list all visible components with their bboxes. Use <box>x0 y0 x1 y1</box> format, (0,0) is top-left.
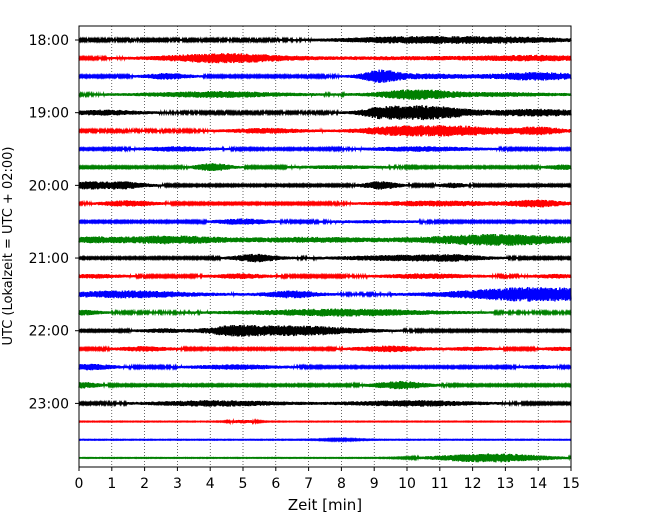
trace-2330 <box>78 436 572 443</box>
y-tick-label: 18:00 <box>29 33 69 49</box>
x-tick-label: 14 <box>529 476 547 492</box>
trace-2345 <box>78 453 572 463</box>
x-tick-label: 1 <box>107 476 116 492</box>
y-axis-ticks: 18:00 19:00 20:00 21:00 22:00 23:00 <box>29 33 79 412</box>
trace-2045 <box>78 234 572 246</box>
x-axis-ticks: 0 1 2 3 4 5 6 7 8 9 10 11 12 13 14 15 <box>75 467 580 492</box>
y-axis-title: UTC (Lokalzeit = UTC + 02:00) <box>1 147 16 346</box>
trace-2300 <box>78 399 572 408</box>
trace-1930 <box>78 145 572 153</box>
trace-1815 <box>78 53 572 64</box>
trace-1945 <box>78 163 572 171</box>
y-tick-label: 20:00 <box>29 178 69 194</box>
x-tick-label: 12 <box>464 476 482 492</box>
trace-1900 <box>78 105 572 121</box>
x-tick-label: 11 <box>431 476 449 492</box>
x-tick-label: 9 <box>370 476 379 492</box>
x-tick-label: 8 <box>337 476 346 492</box>
x-tick-label: 0 <box>75 476 84 492</box>
x-tick-label: 3 <box>173 476 182 492</box>
trace-2000 <box>78 181 572 190</box>
trace-2215 <box>78 345 572 353</box>
x-axis-title: Zeit [min] <box>288 496 362 514</box>
x-tick-label: 15 <box>562 476 580 492</box>
trace-2030 <box>78 217 572 226</box>
trace-1800 <box>78 36 572 44</box>
trace-2145 <box>78 308 572 317</box>
x-tick-label: 2 <box>140 476 149 492</box>
trace-2315 <box>78 418 572 426</box>
trace-2015 <box>78 199 572 208</box>
axes-frame <box>78 25 572 468</box>
x-tick-label: 13 <box>496 476 514 492</box>
trace-2245 <box>78 380 572 390</box>
y-tick-label: 22:00 <box>29 324 69 340</box>
trace-2200 <box>78 324 572 337</box>
y-tick-label: 23:00 <box>29 396 69 412</box>
trace-layer <box>78 36 572 463</box>
y-tick-label: 19:00 <box>29 106 69 122</box>
trace-1845 <box>78 89 572 100</box>
x-tick-label: 4 <box>206 476 215 492</box>
trace-2100 <box>78 253 572 263</box>
trace-1915 <box>78 125 572 137</box>
trace-2230 <box>78 363 572 371</box>
trace-1830 <box>78 69 572 83</box>
trace-2115 <box>78 272 572 280</box>
y-tick-label: 21:00 <box>29 251 69 267</box>
x-tick-label: 6 <box>271 476 280 492</box>
x-tick-label: 7 <box>304 476 313 492</box>
x-tick-label: 5 <box>239 476 248 492</box>
x-tick-label: 10 <box>398 476 416 492</box>
trace-2130 <box>78 287 572 302</box>
